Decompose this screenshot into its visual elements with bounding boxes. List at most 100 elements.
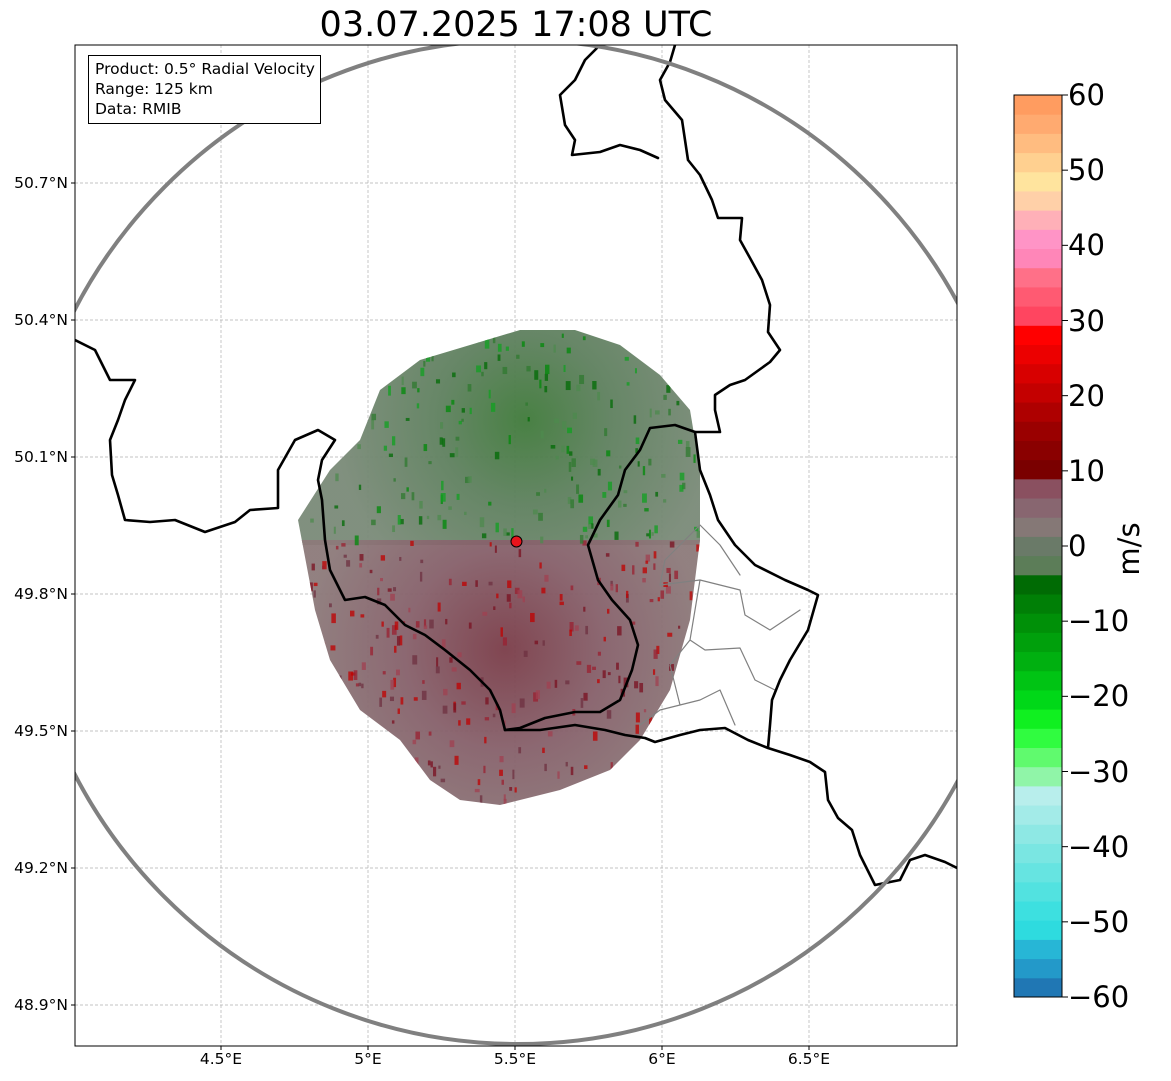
echo-pixel <box>315 346 320 354</box>
echo-pixel <box>570 585 574 591</box>
echo-pixel <box>634 681 639 689</box>
echo-pixel <box>614 795 618 803</box>
echo-pixel <box>355 406 359 413</box>
echo-pixel <box>448 578 452 586</box>
echo-pixel <box>645 554 651 562</box>
echo-pixel <box>609 784 614 792</box>
echo-pixel <box>540 343 545 348</box>
echo-pixel <box>685 447 691 457</box>
echo-pixel <box>620 780 626 788</box>
echo-pixel <box>539 379 542 389</box>
echo-pixel <box>634 368 637 374</box>
echo-pixel <box>593 533 598 538</box>
echo-pixel <box>570 766 574 776</box>
echo-pixel <box>632 565 635 575</box>
echo-pixel <box>335 473 339 482</box>
echo-pixel <box>301 555 305 563</box>
echo-pixel <box>389 696 395 702</box>
echo-pixel <box>408 781 413 786</box>
echo-pixel <box>484 362 488 370</box>
echo-pixel <box>569 629 572 637</box>
echo-pixel <box>476 365 482 373</box>
colorbar-segment <box>1014 190 1062 211</box>
echo-pixel <box>496 593 499 599</box>
echo-pixel <box>452 372 456 378</box>
echo-pixel <box>435 666 440 674</box>
echo-pixel <box>518 549 522 558</box>
echo-pixel <box>559 594 563 601</box>
echo-pixel <box>304 713 309 720</box>
colorbar-segment <box>1014 881 1062 902</box>
colorbar-segment <box>1014 171 1062 192</box>
echo-pixel <box>330 645 336 651</box>
echo-pixel <box>408 792 411 802</box>
echo-pixel <box>456 493 460 500</box>
echo-pixel <box>399 635 403 646</box>
lon-tick-label: 6°E <box>648 1050 676 1068</box>
echo-pixel <box>392 333 397 339</box>
echo-pixel <box>415 731 421 740</box>
echo-pixel <box>635 448 639 454</box>
echo-pixel <box>369 569 373 574</box>
echo-pixel <box>375 745 380 751</box>
echo-pixel <box>597 391 601 401</box>
echo-pixel <box>360 614 365 618</box>
colorbar-segment <box>1014 805 1062 825</box>
echo-pixel <box>346 560 351 567</box>
echo-pixel <box>668 573 671 582</box>
echo-pixel <box>582 540 587 546</box>
echo-pixel <box>618 465 622 469</box>
echo-pixel <box>654 410 660 415</box>
echo-pixel <box>439 340 445 347</box>
echo-pixel <box>414 757 419 765</box>
colorbar-segment <box>1014 651 1062 672</box>
echo-pixel <box>315 420 321 424</box>
colorbar-segment <box>1014 593 1062 614</box>
echo-pixel <box>550 444 556 449</box>
echo-pixel <box>606 710 612 719</box>
echo-pixel <box>544 574 549 582</box>
echo-pixel <box>660 590 665 599</box>
echo-pixel <box>499 769 503 776</box>
echo-pixel <box>586 664 592 673</box>
echo-pixel <box>377 587 380 596</box>
echo-pixel <box>494 451 500 460</box>
echo-pixel <box>648 717 653 726</box>
echo-pixel <box>400 697 404 705</box>
echo-pixel <box>371 519 376 526</box>
echo-pixel <box>570 476 574 481</box>
lat-tick-label: 49.8°N <box>14 585 68 603</box>
echo-pixel <box>442 794 448 801</box>
echo-pixel <box>554 418 559 424</box>
echo-pixel <box>437 602 441 612</box>
echo-pixel <box>400 518 404 525</box>
echo-pixel <box>610 762 613 771</box>
colorbar-tick-label: −60 <box>1068 980 1130 1014</box>
echo-pixel <box>503 794 506 801</box>
echo-pixel <box>394 645 397 653</box>
echo-pixel <box>406 487 409 492</box>
echo-pixel <box>635 712 640 723</box>
echo-pixel <box>307 408 312 418</box>
colorbar-segment <box>1014 382 1062 403</box>
colorbar-segment <box>1014 248 1062 269</box>
echo-pixel <box>686 333 690 341</box>
echo-pixel <box>588 524 592 529</box>
echo-pixel <box>412 655 418 665</box>
echo-pixel <box>665 586 671 594</box>
echo-pixel <box>442 438 446 447</box>
echo-pixel <box>412 739 417 745</box>
echo-pixel <box>363 400 367 405</box>
echo-pixel <box>454 755 459 765</box>
echo-pixel <box>610 580 613 586</box>
echo-pixel <box>359 554 364 561</box>
colorbar-segment <box>1014 824 1062 844</box>
echo-pixel <box>391 625 397 635</box>
echo-pixel <box>341 543 346 547</box>
echo-pixel <box>359 742 362 751</box>
echo-pixel <box>502 637 507 646</box>
echo-pixel <box>678 707 682 711</box>
echo-pixel <box>493 606 496 610</box>
echo-pixel <box>639 682 644 693</box>
